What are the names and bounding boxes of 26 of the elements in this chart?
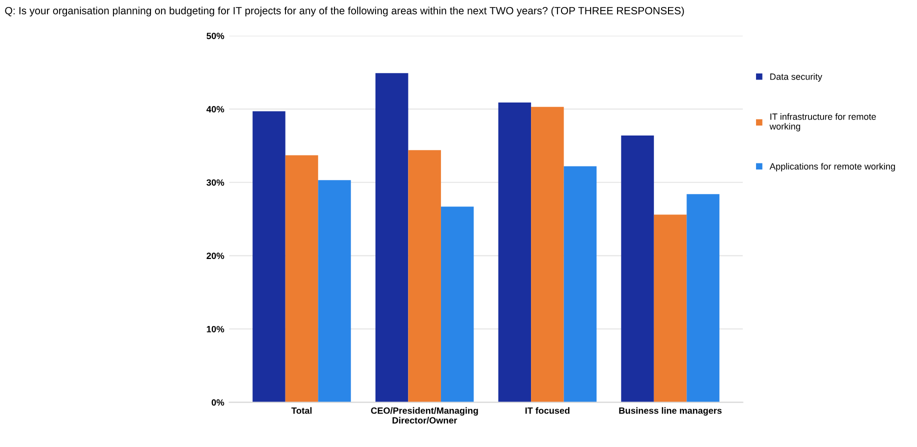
chart-title: Q: Is your organisation planning on budgeting for IT projects for any of the following areas within the next TWO years? (TOP THREE RESPONSES) [5, 6, 684, 16]
x-tick-label: IT focused [525, 407, 570, 414]
bar [375, 73, 408, 402]
bar [408, 150, 441, 402]
bar [686, 194, 720, 402]
y-tick-label: 50% [206, 32, 224, 40]
y-tick-label: 40% [206, 106, 224, 112]
legend-label: Data security [770, 73, 822, 82]
x-tick-label: Total [291, 407, 312, 414]
x-tick-label: CEO/President/Managing Director/Owner [371, 407, 478, 424]
legend-label: Applications for remote working [770, 162, 895, 172]
y-tick-label: 10% [206, 326, 224, 332]
legend-label: IT infrastructure for remote working [770, 113, 876, 132]
bar [564, 166, 597, 402]
bar [318, 180, 351, 402]
bar [285, 155, 318, 402]
y-tick-label: 0% [212, 399, 224, 406]
bar [531, 106, 564, 402]
bar [498, 102, 532, 402]
bar [621, 135, 654, 402]
x-tick-label: Business line managers [619, 407, 722, 416]
y-tick-label: 30% [206, 179, 224, 186]
bar [654, 214, 687, 402]
y-tick-label: 20% [206, 252, 224, 260]
bar [252, 111, 286, 402]
bar [440, 206, 474, 402]
